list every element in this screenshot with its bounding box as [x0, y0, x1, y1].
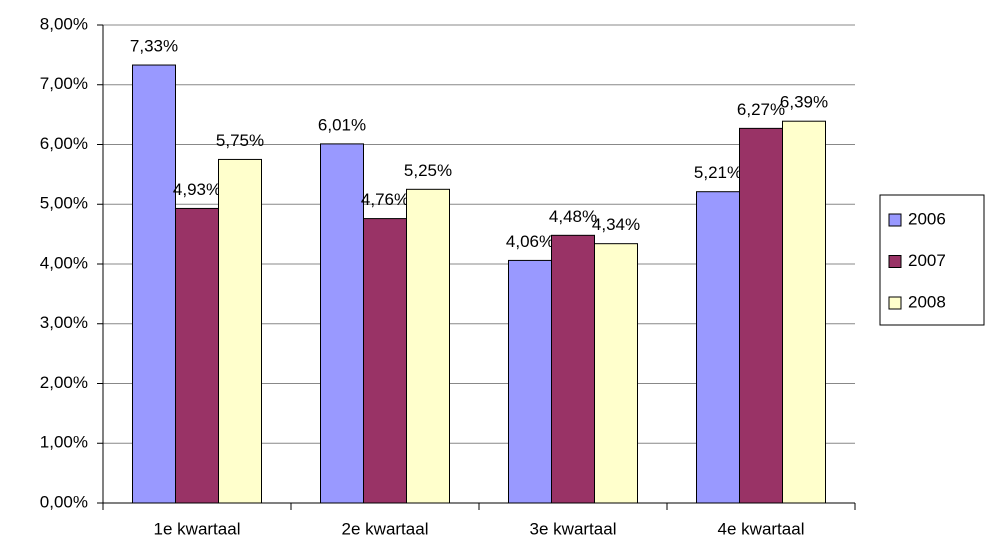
legend-swatch: [888, 255, 902, 268]
value-label: 7,33%: [130, 37, 178, 56]
x-tick-label: 3e kwartaal: [530, 519, 617, 538]
y-tick-label: 0,00%: [40, 492, 88, 511]
y-tick-label: 7,00%: [40, 74, 88, 93]
bar: [508, 259, 552, 504]
bar: [594, 243, 638, 504]
legend-swatch: [888, 213, 902, 227]
y-tick-label: 5,00%: [40, 194, 88, 213]
legend-label: 2008: [908, 292, 946, 311]
x-tick-label: 4e kwartaal: [718, 519, 805, 538]
value-label: 6,39%: [780, 93, 828, 112]
value-label: 4,76%: [361, 190, 409, 209]
value-label: 6,27%: [737, 100, 785, 119]
y-tick-label: 4,00%: [40, 253, 88, 272]
y-tick-label: 1,00%: [40, 433, 88, 452]
y-tick-label: 6,00%: [40, 134, 88, 153]
bar: [175, 207, 219, 504]
bar: [739, 127, 783, 504]
value-label: 5,21%: [694, 163, 742, 182]
value-label: 4,93%: [173, 180, 221, 199]
value-label: 4,06%: [506, 232, 554, 251]
legend-label: 2007: [908, 251, 946, 270]
value-label: 4,48%: [549, 207, 597, 226]
bar: [218, 158, 262, 504]
bar: [551, 234, 595, 504]
value-label: 5,75%: [216, 131, 264, 150]
legend-swatch: [888, 296, 902, 310]
bar: [132, 64, 176, 504]
x-tick-label: 1e kwartaal: [154, 519, 241, 538]
bar: [363, 218, 407, 504]
bar: [320, 143, 364, 504]
value-label: 5,25%: [404, 161, 452, 180]
y-tick-label: 2,00%: [40, 373, 88, 392]
value-label: 6,01%: [318, 115, 366, 134]
value-label: 4,34%: [592, 215, 640, 234]
bar: [696, 191, 740, 504]
y-tick-label: 3,00%: [40, 313, 88, 332]
x-tick-label: 2e kwartaal: [342, 519, 429, 538]
bar: [782, 120, 826, 504]
bar: [406, 188, 450, 504]
y-tick-label: 8,00%: [40, 14, 88, 33]
legend-label: 2006: [908, 209, 946, 228]
